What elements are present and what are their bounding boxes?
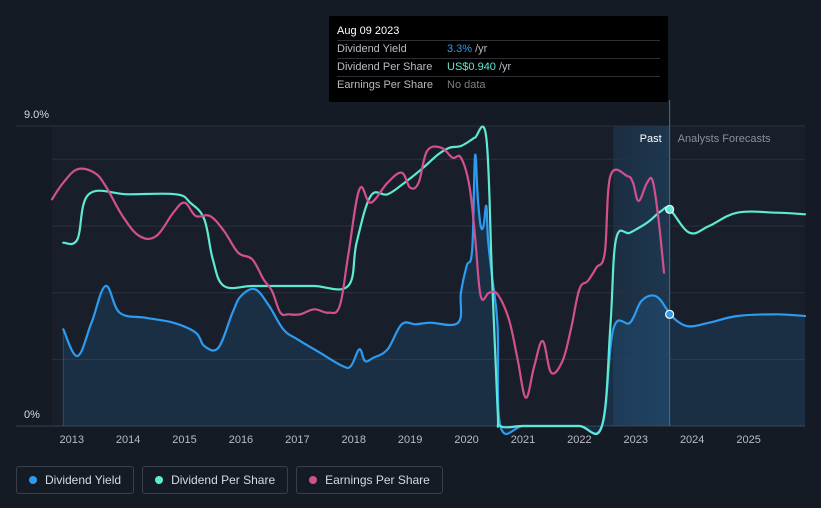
dividend-per-share-marker	[665, 204, 675, 214]
x-tick-label: 2019	[398, 434, 422, 446]
x-tick-label: 2015	[172, 434, 196, 446]
x-tick-label: 2020	[454, 434, 478, 446]
x-tick-label: 2017	[285, 434, 309, 446]
x-tick-label: 2014	[116, 434, 140, 446]
plot-area	[52, 126, 805, 426]
x-tick-label: 2021	[511, 434, 535, 446]
dividend-per-share-line	[62, 125, 807, 436]
x-tick-label: 2013	[59, 434, 83, 446]
x-tick-label: 2024	[680, 434, 704, 446]
legend: Dividend Yield Dividend Per Share Earnin…	[16, 466, 443, 494]
legend-dot-icon	[309, 476, 318, 484]
x-tick-label: 2016	[229, 434, 253, 446]
tooltip-row-dividend-yield: Dividend Yield 3.3%/yr	[337, 40, 660, 58]
y-axis-bottom-label: 0%	[24, 409, 40, 421]
tooltip-label: Dividend Yield	[337, 43, 407, 55]
legend-dividend-yield[interactable]: Dividend Yield	[16, 466, 135, 494]
tooltip-value: US$0.940	[447, 61, 496, 73]
x-tick-label: 2025	[736, 434, 760, 446]
x-axis: 2013 2014 2015 2016 2017 2018 2019 2020 2021 2022…	[59, 434, 760, 446]
dividend-yield-area	[63, 154, 806, 435]
marker-layer	[665, 204, 675, 319]
gridlines	[16, 125, 805, 427]
tooltip-value: No data	[447, 79, 486, 91]
tooltip-label: Earnings Per Share	[337, 79, 433, 91]
legend-label: Earnings Per Share	[325, 473, 430, 487]
tooltip-unit: /yr	[498, 61, 512, 73]
y-axis-top-label: 9.0%	[24, 109, 49, 121]
legend-label: Dividend Yield	[45, 473, 122, 487]
dividend-yield-line	[62, 153, 807, 436]
tooltip-row-dividend-per-share: Dividend Per Share US$0.940/yr	[337, 58, 660, 76]
legend-dividend-per-share[interactable]: Dividend Per Share	[142, 466, 289, 494]
dividend-yield-marker	[665, 309, 675, 319]
tooltip-row-earnings-per-share: Earnings Per Share No data	[337, 76, 660, 94]
legend-label: Dividend Per Share	[171, 473, 276, 487]
legend-dot-icon	[155, 476, 164, 484]
tooltip-date: Aug 09 2023	[337, 25, 400, 37]
tooltip-label: Dividend Per Share	[337, 61, 433, 73]
x-tick-label: 2023	[624, 434, 648, 446]
legend-earnings-per-share[interactable]: Earnings Per Share	[296, 466, 443, 494]
forecast-label: Analysts Forecasts	[678, 133, 771, 145]
x-tick-label: 2018	[342, 434, 366, 446]
past-label: Past	[640, 133, 662, 145]
past-shading	[613, 126, 670, 426]
tooltip: Aug 09 2023 Dividend Yield 3.3%/yr Divid…	[329, 16, 668, 102]
legend-dot-icon	[29, 476, 37, 484]
tooltip-value: 3.3%	[447, 43, 473, 55]
tooltip-unit: /yr	[475, 43, 488, 55]
earnings-per-share-line	[50, 145, 666, 399]
x-tick-label: 2022	[567, 434, 591, 446]
series-layer	[50, 125, 807, 436]
